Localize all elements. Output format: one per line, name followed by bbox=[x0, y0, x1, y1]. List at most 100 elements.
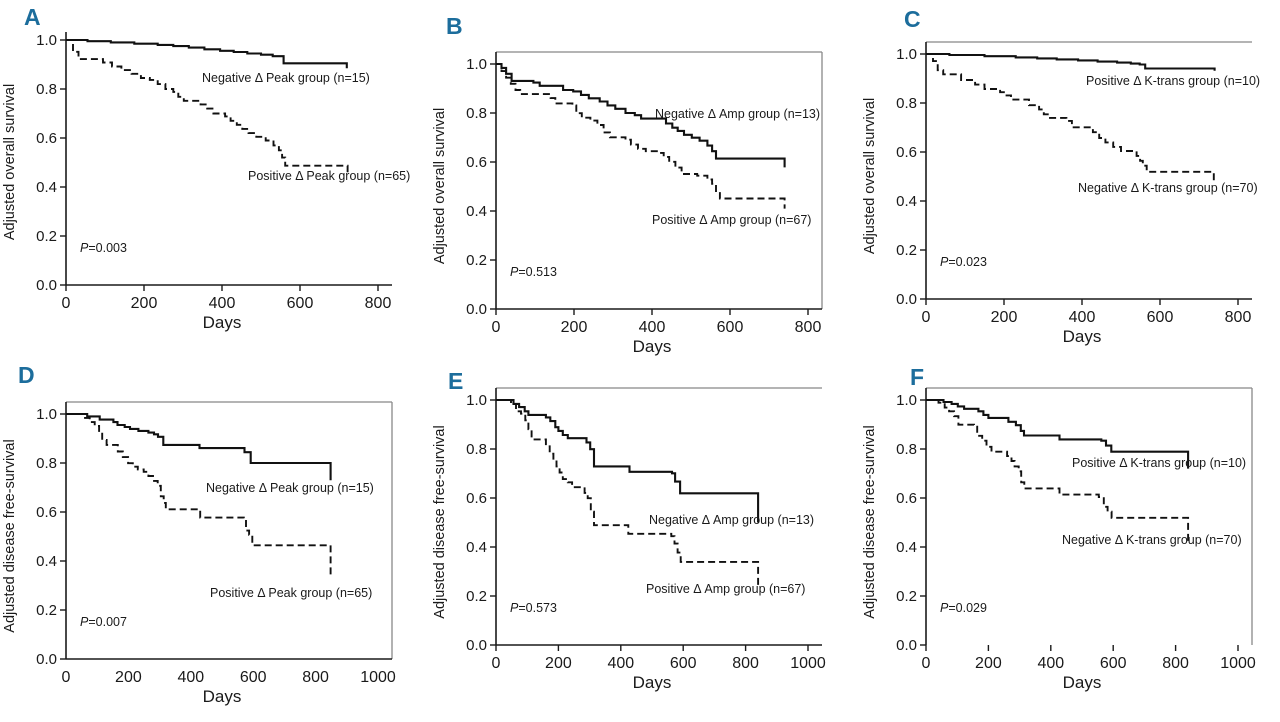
y-tick-label: 0.8 bbox=[896, 441, 917, 458]
p-value-label: P=0.007 bbox=[80, 615, 127, 629]
y-axis-title: Adjusted disease free-survival bbox=[862, 425, 878, 618]
y-axis-title: Adjusted overall survival bbox=[432, 108, 448, 264]
km-plot-e: 0.0 0.2 0.4 0.6 0.8 1.0 0 200 400 600 800 1000 Days A… bbox=[432, 387, 826, 692]
y-tick-label: 0.0 bbox=[466, 637, 487, 654]
x-tick-label: 200 bbox=[545, 655, 572, 672]
km-plot-d: 0.0 0.2 0.4 0.6 0.8 1.0 0 200 400 600 800 1000 Days A… bbox=[2, 401, 396, 706]
x-tick-label: 800 bbox=[1225, 309, 1252, 326]
panel-c: C 0.0 0.2 0.4 0.6 0.8 1.0 0 200 400 600 800 Days Adj… bbox=[860, 4, 1280, 362]
x-tick-label: 400 bbox=[177, 669, 204, 686]
x-tick-label: 200 bbox=[131, 295, 158, 312]
series-label-dashed: Positive Δ Amp group (n=67) bbox=[646, 582, 805, 596]
panel-letter-b: B bbox=[446, 13, 463, 39]
y-tick-label: 1.0 bbox=[466, 392, 487, 409]
x-tick-label: 600 bbox=[287, 295, 314, 312]
series-label-dashed: Positive Δ Peak group (n=65) bbox=[248, 169, 410, 183]
x-tick-label: 600 bbox=[1147, 309, 1174, 326]
y-tick-label: 0.2 bbox=[466, 588, 487, 605]
x-tick-label: 1000 bbox=[790, 655, 826, 672]
x-tick-label: 0 bbox=[62, 295, 71, 312]
km-curve-solid bbox=[496, 398, 760, 523]
km-curve-dashed bbox=[66, 39, 349, 173]
y-tick-label: 0.0 bbox=[896, 291, 917, 308]
km-curve-solid bbox=[496, 62, 786, 168]
y-tick-label: 0.8 bbox=[466, 441, 487, 458]
x-tick-label: 800 bbox=[1162, 655, 1189, 672]
y-axis-title: Adjusted disease free-survival bbox=[2, 439, 18, 632]
y-tick-label: 1.0 bbox=[36, 32, 57, 49]
y-tick-label: 0.8 bbox=[36, 455, 57, 472]
y-tick-label: 0.6 bbox=[896, 490, 917, 507]
km-curve-solid bbox=[926, 398, 1190, 469]
panel-letter-e: E bbox=[448, 368, 464, 394]
series-label-dashed: Positive Δ Amp group (n=67) bbox=[652, 213, 811, 227]
y-tick-label: 0.4 bbox=[896, 193, 917, 210]
x-tick-label: 0 bbox=[492, 655, 501, 672]
x-tick-label: 400 bbox=[639, 319, 666, 336]
km-curve-dashed bbox=[496, 63, 786, 209]
y-tick-label: 0.8 bbox=[896, 95, 917, 112]
y-tick-label: 0.6 bbox=[36, 504, 57, 521]
panel-letter-f: F bbox=[910, 364, 925, 390]
x-tick-label: 200 bbox=[975, 655, 1002, 672]
panel-f: F 0.0 0.2 0.4 0.6 0.8 1.0 0 200 400 600 800 1000 Day… bbox=[860, 350, 1280, 708]
panel-e: E 0.0 0.2 0.4 0.6 0.8 1.0 0 200 400 600 800 1000 Day… bbox=[430, 350, 852, 708]
series-label-dashed: Negative Δ K-trans group (n=70) bbox=[1062, 533, 1242, 547]
y-tick-label: 0.6 bbox=[896, 144, 917, 161]
y-axis-title: Adjusted disease free-survival bbox=[432, 425, 448, 618]
p-value-label: P=0.029 bbox=[940, 601, 987, 615]
y-tick-label: 0.0 bbox=[466, 301, 487, 318]
x-tick-label: 200 bbox=[561, 319, 588, 336]
y-tick-label: 0.0 bbox=[36, 277, 57, 294]
x-tick-label: 400 bbox=[1069, 309, 1096, 326]
x-axis-title: Days bbox=[633, 337, 672, 356]
x-axis-title: Days bbox=[1063, 327, 1102, 346]
y-tick-label: 0.0 bbox=[896, 637, 917, 654]
x-tick-label: 600 bbox=[1100, 655, 1127, 672]
x-tick-label: 200 bbox=[991, 309, 1018, 326]
km-curve-dashed bbox=[66, 413, 332, 579]
series-label-dashed: Positive Δ Peak group (n=65) bbox=[210, 586, 372, 600]
y-tick-label: 0.6 bbox=[466, 154, 487, 171]
p-value-label: P=0.573 bbox=[510, 601, 557, 615]
x-tick-label: 400 bbox=[209, 295, 236, 312]
x-tick-label: 600 bbox=[670, 655, 697, 672]
km-curve-solid bbox=[66, 38, 348, 69]
series-label-dashed: Negative Δ K-trans group (n=70) bbox=[1078, 181, 1258, 195]
km-curve-dashed bbox=[926, 399, 1190, 545]
x-tick-label: 600 bbox=[717, 319, 744, 336]
y-tick-label: 0.2 bbox=[896, 588, 917, 605]
x-axis-title: Days bbox=[203, 687, 242, 706]
x-axis-title: Days bbox=[203, 313, 242, 332]
km-plot-a: 0.0 0.2 0.4 0.6 0.8 1.0 0 200 400 600 800 Days Adjus… bbox=[2, 32, 410, 332]
x-axis-title: Days bbox=[633, 673, 672, 692]
x-tick-label: 800 bbox=[795, 319, 822, 336]
series-label-solid: Positive Δ K-trans group (n=10) bbox=[1072, 456, 1246, 470]
panel-letter-d: D bbox=[18, 362, 35, 388]
x-tick-label: 400 bbox=[1037, 655, 1064, 672]
x-tick-label: 800 bbox=[302, 669, 329, 686]
km-curve-solid bbox=[66, 412, 332, 481]
panel-b: B 0.0 0.2 0.4 0.6 0.8 1.0 0 200 400 600 800 Days Adj… bbox=[430, 14, 852, 372]
km-curve-dashed bbox=[926, 53, 1215, 182]
series-label-solid: Negative Δ Peak group (n=15) bbox=[202, 71, 370, 85]
x-axis-title: Days bbox=[1063, 673, 1102, 692]
y-tick-label: 0.8 bbox=[466, 105, 487, 122]
y-axis-title: Adjusted overall survival bbox=[2, 84, 18, 240]
series-label-solid: Positive Δ K-trans group (n=10) bbox=[1086, 74, 1260, 88]
y-tick-label: 0.4 bbox=[466, 203, 487, 220]
km-curve-dashed bbox=[496, 399, 760, 589]
series-label-solid: Negative Δ Peak group (n=15) bbox=[206, 481, 374, 495]
y-tick-label: 0.6 bbox=[36, 130, 57, 147]
km-curve-solid bbox=[926, 52, 1216, 71]
panel-d: D 0.0 0.2 0.4 0.6 0.8 1.0 0 200 400 600 800 1000 Day… bbox=[0, 364, 422, 722]
y-tick-label: 0.4 bbox=[896, 539, 917, 556]
km-plot-c: 0.0 0.2 0.4 0.6 0.8 1.0 0 200 400 600 800 Days Adjus… bbox=[862, 41, 1260, 346]
x-tick-label: 200 bbox=[115, 669, 142, 686]
panel-letter-c: C bbox=[904, 6, 921, 32]
km-plot-f: 0.0 0.2 0.4 0.6 0.8 1.0 0 200 400 600 800 1000 Days A… bbox=[862, 387, 1256, 692]
y-tick-label: 1.0 bbox=[36, 406, 57, 423]
x-tick-label: 0 bbox=[492, 319, 501, 336]
x-tick-label: 1000 bbox=[360, 669, 396, 686]
y-tick-label: 0.4 bbox=[36, 553, 57, 570]
